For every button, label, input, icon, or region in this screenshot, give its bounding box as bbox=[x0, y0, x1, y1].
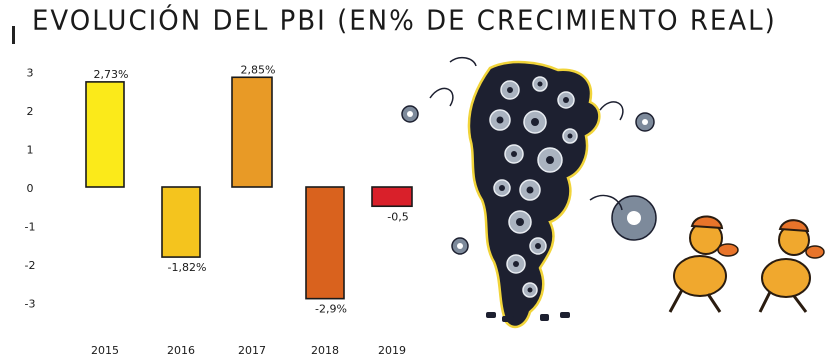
y-tick-label: -1 bbox=[25, 221, 36, 234]
title-marker bbox=[12, 26, 15, 44]
data-label-2019: -0,5 bbox=[387, 210, 408, 223]
y-tick-label: 0 bbox=[27, 182, 34, 195]
y-tick-label: 2 bbox=[27, 105, 34, 118]
x-tick-label: 2016 bbox=[167, 344, 195, 357]
bar-2018 bbox=[305, 186, 345, 300]
x-tick-label: 2019 bbox=[378, 344, 406, 357]
x-tick-label: 2015 bbox=[91, 344, 119, 357]
y-tick-label: 3 bbox=[27, 67, 34, 80]
y-tick-label: 1 bbox=[27, 144, 34, 157]
y-tick-label: -2 bbox=[25, 259, 36, 272]
gear-map-argentina-icon bbox=[401, 56, 825, 329]
bar-2017 bbox=[231, 76, 273, 188]
bar-2019 bbox=[371, 186, 413, 208]
bar-chart: 3 2 1 0 -1 -2 -3 2,73% 2015 -1,82% 2016 2,85% 2017 -2… bbox=[25, 63, 413, 357]
chart-title: EVOLUCIÓN DEL PBI (EN% DE CRECIMIENTO RE… bbox=[32, 5, 777, 37]
bar-2016 bbox=[161, 186, 201, 258]
bar-2015 bbox=[85, 81, 125, 188]
data-label-2015: 2,73% bbox=[94, 68, 129, 81]
data-label-2017: 2,85% bbox=[241, 63, 276, 76]
y-tick-label: -3 bbox=[25, 298, 36, 311]
x-tick-label: 2017 bbox=[238, 344, 266, 357]
x-tick-label: 2018 bbox=[311, 344, 339, 357]
data-label-2018: -2,9% bbox=[315, 303, 347, 316]
cartoon-mice-icon bbox=[668, 215, 825, 313]
data-label-2016: -1,82% bbox=[168, 261, 207, 274]
